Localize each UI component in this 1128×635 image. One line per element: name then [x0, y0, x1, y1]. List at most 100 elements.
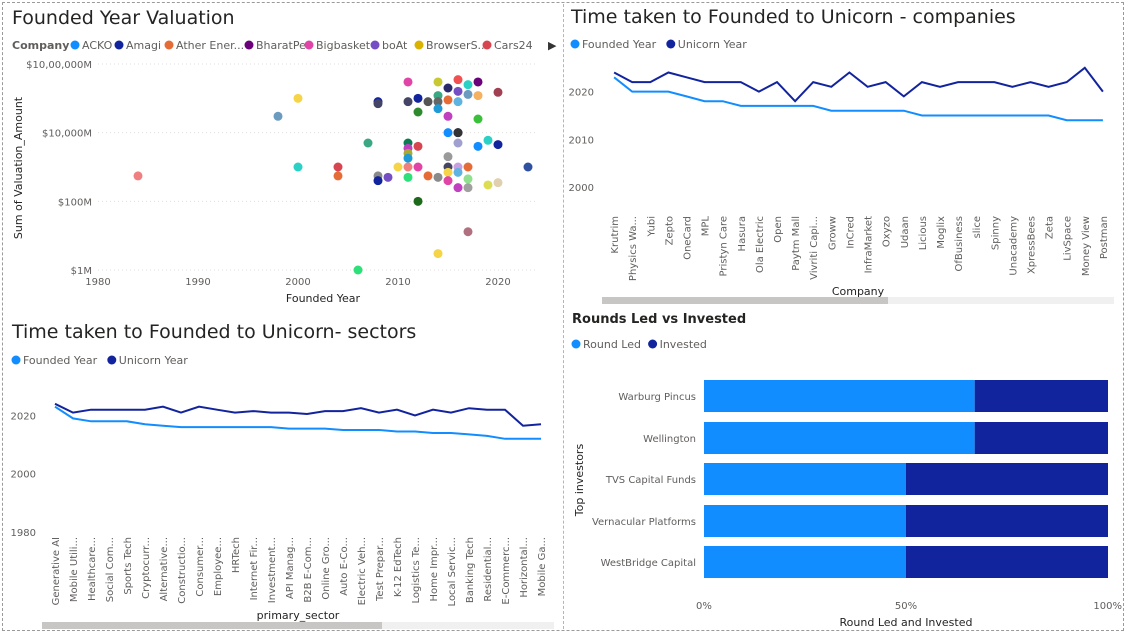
scatter-point[interactable] [403, 153, 413, 163]
scatter-point[interactable] [463, 89, 473, 99]
scatter-point[interactable] [473, 141, 483, 151]
scatter-point[interactable] [333, 162, 343, 172]
scatter-point[interactable] [493, 178, 503, 188]
legend-marker[interactable] [107, 355, 117, 365]
scatter-point[interactable] [293, 162, 303, 172]
scatter-point[interactable] [443, 152, 453, 162]
scatter-point[interactable] [443, 83, 453, 93]
legend-marker[interactable] [244, 40, 254, 50]
bar-segment[interactable] [704, 422, 975, 454]
scatter-point[interactable] [433, 104, 443, 114]
legend-marker[interactable] [114, 40, 124, 50]
scatter-point[interactable] [363, 138, 373, 148]
legend-marker[interactable] [571, 339, 581, 349]
scatter-point[interactable] [473, 77, 483, 87]
legend-label[interactable]: Ather Ener... [176, 39, 244, 52]
legend-marker[interactable] [666, 39, 676, 49]
scatter-point[interactable] [403, 162, 413, 172]
legend-label[interactable]: Amagi [126, 39, 161, 52]
series-line[interactable] [613, 76, 1103, 122]
bar-segment[interactable] [704, 505, 906, 537]
scatter-point[interactable] [433, 249, 443, 259]
scatter-point[interactable] [413, 141, 423, 151]
legend-marker[interactable] [164, 40, 174, 50]
scatter-point[interactable] [463, 162, 473, 172]
scatter-point[interactable] [463, 174, 473, 184]
scatter-point[interactable] [523, 162, 533, 172]
scatter-point[interactable] [413, 107, 423, 117]
bar-segment[interactable] [704, 546, 906, 578]
legend-marker[interactable] [570, 39, 580, 49]
scatter-point[interactable] [443, 95, 453, 105]
series-line[interactable] [54, 405, 541, 440]
scatter-point[interactable] [463, 227, 473, 237]
legend-marker[interactable] [11, 355, 21, 365]
scatter-point[interactable] [463, 183, 473, 193]
scatter-point[interactable] [413, 196, 423, 206]
scatter-point[interactable] [453, 138, 463, 148]
legend-marker[interactable] [648, 339, 658, 349]
scatter-point[interactable] [453, 167, 463, 177]
legend-marker[interactable] [414, 40, 424, 50]
scatter-point[interactable] [433, 77, 443, 87]
scatter-point[interactable] [423, 97, 433, 107]
bar-segment[interactable] [704, 463, 906, 495]
bar-segment[interactable] [974, 422, 1108, 454]
scatter-point[interactable] [443, 167, 453, 177]
legend-next-icon[interactable]: ▶ [548, 39, 557, 52]
scatter-point[interactable] [483, 180, 493, 190]
scatter-point[interactable] [493, 87, 503, 97]
scatter-point[interactable] [413, 93, 423, 103]
bar-segment[interactable] [974, 380, 1108, 412]
scatter-point[interactable] [473, 114, 483, 124]
legend-label[interactable]: BharatPe [256, 39, 306, 52]
series-line[interactable] [613, 66, 1104, 103]
legend-label[interactable]: Founded Year [582, 38, 657, 51]
legend-label[interactable]: Unicorn Year [119, 354, 188, 367]
scatter-point[interactable] [453, 128, 463, 138]
legend-label[interactable]: ACKO [82, 39, 113, 52]
legend-label[interactable]: Unicorn Year [678, 38, 747, 51]
scatter-point[interactable] [443, 176, 453, 186]
sectors-scrollbar-thumb[interactable] [42, 622, 382, 629]
scatter-point[interactable] [443, 111, 453, 121]
bar-segment[interactable] [906, 546, 1108, 578]
scatter-point[interactable] [373, 99, 383, 109]
scatter-point[interactable] [293, 93, 303, 103]
bar-segment[interactable] [906, 463, 1108, 495]
legend-marker[interactable] [482, 40, 492, 50]
scatter-point[interactable] [433, 97, 443, 107]
scatter-point[interactable] [333, 171, 343, 181]
scatter-point[interactable] [403, 172, 413, 182]
scatter-point[interactable] [453, 97, 463, 107]
legend-label[interactable]: Cars24 [494, 39, 533, 52]
scatter-point[interactable] [373, 176, 383, 186]
legend-marker[interactable] [304, 40, 314, 50]
scatter-point[interactable] [383, 172, 393, 182]
legend-label[interactable]: Invested [660, 338, 707, 351]
scatter-point[interactable] [353, 265, 363, 275]
scatter-point[interactable] [133, 171, 143, 181]
legend-label[interactable]: boAt [382, 39, 408, 52]
scatter-point[interactable] [453, 86, 463, 96]
scatter-point[interactable] [393, 162, 403, 172]
companies-scrollbar-thumb[interactable] [602, 297, 888, 304]
scatter-point[interactable] [483, 135, 493, 145]
scatter-point[interactable] [413, 162, 423, 172]
scatter-point[interactable] [473, 91, 483, 101]
scatter-point[interactable] [463, 80, 473, 90]
scatter-point[interactable] [453, 183, 463, 193]
series-line[interactable] [54, 402, 542, 427]
legend-label[interactable]: Founded Year [23, 354, 98, 367]
legend-label[interactable]: Bigbasket [316, 39, 371, 52]
legend-marker[interactable] [70, 40, 80, 50]
scatter-point[interactable] [423, 171, 433, 181]
legend-marker[interactable] [370, 40, 380, 50]
scatter-point[interactable] [453, 75, 463, 85]
legend-label[interactable]: BrowserS... [426, 39, 488, 52]
scatter-point[interactable] [443, 128, 453, 138]
scatter-point[interactable] [493, 140, 503, 150]
scatter-point[interactable] [403, 77, 413, 87]
scatter-point[interactable] [403, 97, 413, 107]
scatter-point[interactable] [273, 111, 283, 121]
